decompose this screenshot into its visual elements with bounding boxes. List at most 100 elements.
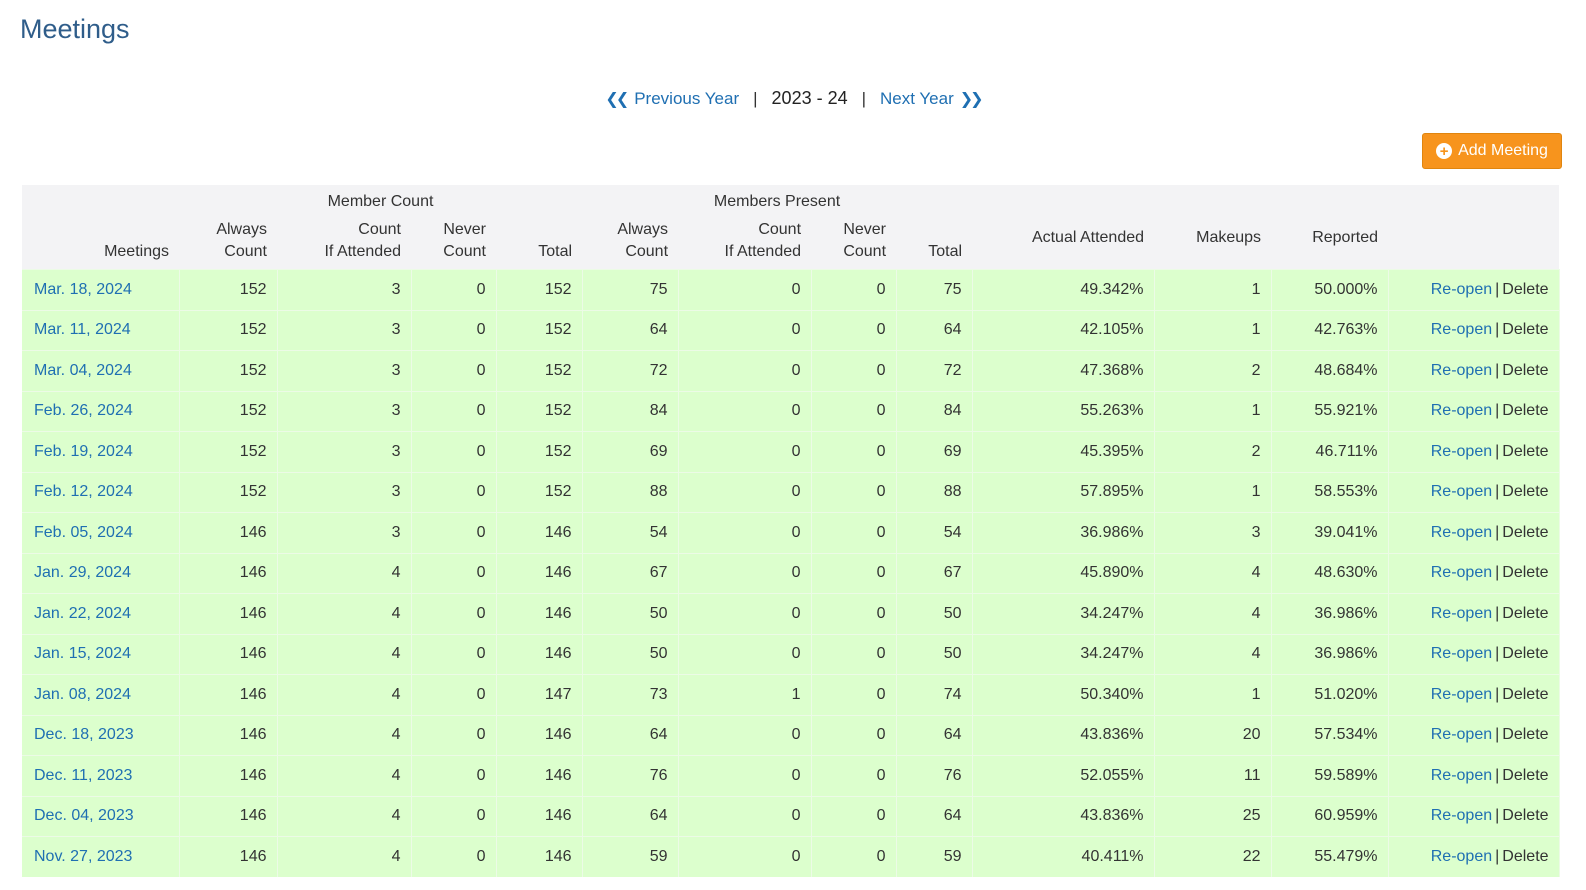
delete-link[interactable]: Delete (1502, 523, 1549, 541)
makeups-cell: 1 (1154, 309, 1272, 351)
year-navigation: ❮❮ Previous Year | 2023 - 24 | Next Year ❯❯ (0, 88, 1586, 109)
never-count-cell: 0 (411, 755, 497, 796)
delete-link[interactable]: Delete (1502, 807, 1549, 825)
reopen-link[interactable]: Re-open (1430, 645, 1493, 663)
meeting-date-link[interactable]: Mar. 04, 2024 (34, 361, 132, 379)
total-cell: 146 (496, 836, 583, 877)
delete-link[interactable]: Delete (1502, 361, 1549, 379)
reopen-link[interactable]: Re-open (1430, 402, 1493, 420)
delete-link[interactable]: Delete (1502, 726, 1549, 744)
delete-link[interactable]: Delete (1502, 564, 1549, 582)
makeups-cell: 1 (1154, 674, 1272, 715)
table-row: Mar. 04, 2024 152 3 0 152 72 0 0 72 47.368% 2 48.68… (22, 350, 1560, 391)
present-total-cell: 59 (896, 836, 973, 877)
always-count-cell: 152 (179, 269, 278, 310)
reopen-link[interactable]: Re-open (1430, 766, 1493, 784)
meeting-date-link[interactable]: Feb. 05, 2024 (34, 523, 133, 541)
reopen-link[interactable]: Re-open (1430, 523, 1493, 541)
reopen-link[interactable]: Re-open (1430, 483, 1493, 501)
delete-link[interactable]: Delete (1502, 848, 1549, 865)
reopen-link[interactable]: Re-open (1430, 685, 1493, 703)
meeting-date-link[interactable]: Feb. 19, 2024 (34, 442, 133, 460)
total-cell: 146 (496, 633, 583, 675)
count-if-attended-cell: 4 (277, 714, 412, 756)
present-never-count-cell: 0 (811, 593, 897, 634)
reopen-link[interactable]: Re-open (1430, 726, 1493, 744)
reported-cell: 36.986% (1271, 633, 1389, 675)
actual-attended-cell: 34.247% (972, 593, 1155, 634)
meeting-date-link[interactable]: Jan. 22, 2024 (34, 604, 131, 622)
actual-attended-cell: 49.342% (972, 269, 1155, 310)
makeups-cell: 1 (1154, 390, 1272, 432)
delete-link[interactable]: Delete (1502, 321, 1549, 339)
reopen-link[interactable]: Re-open (1430, 807, 1493, 825)
meeting-date-cell: Feb. 05, 2024 (22, 512, 180, 553)
next-year-link[interactable]: Next Year ❯❯ (880, 89, 984, 108)
present-never-count-cell: 0 (811, 269, 897, 310)
meeting-date-link[interactable]: Dec. 04, 2023 (34, 807, 134, 825)
actions-cell: Re-open | Delete (1388, 309, 1560, 351)
reopen-link[interactable]: Re-open (1430, 280, 1493, 298)
table-row: Jan. 29, 2024 146 4 0 146 67 0 0 67 45.890% 4 48.63… (22, 552, 1560, 594)
makeups-cell: 20 (1154, 714, 1272, 756)
reopen-link[interactable]: Re-open (1430, 564, 1493, 582)
present-total-column-header: Total (928, 243, 963, 260)
delete-link[interactable]: Delete (1502, 766, 1549, 784)
present-never-count-cell: 0 (811, 309, 897, 351)
delete-link[interactable]: Delete (1502, 645, 1549, 663)
meetings-table: Member Count Members Present Meetings Al… (22, 185, 1560, 877)
meeting-date-cell: Feb. 12, 2024 (22, 471, 180, 513)
delete-link[interactable]: Delete (1502, 442, 1549, 460)
reported-cell: 60.959% (1271, 795, 1389, 837)
makeups-cell: 2 (1154, 431, 1272, 472)
reopen-link[interactable]: Re-open (1430, 361, 1493, 379)
actual-attended-cell: 42.105% (972, 309, 1155, 351)
reopen-link[interactable]: Re-open (1430, 848, 1493, 865)
table-row: Jan. 15, 2024 146 4 0 146 50 0 0 50 34.247% 4 36.98… (22, 633, 1560, 675)
actions-cell: Re-open | Delete (1388, 755, 1560, 796)
meeting-date-link[interactable]: Jan. 08, 2024 (34, 685, 131, 703)
reopen-link[interactable]: Re-open (1430, 604, 1493, 622)
meeting-date-link[interactable]: Mar. 18, 2024 (34, 280, 132, 298)
count-if-attended-cell: 4 (277, 552, 412, 594)
makeups-cell: 25 (1154, 795, 1272, 837)
actions-cell: Re-open | Delete (1388, 795, 1560, 837)
total-cell: 152 (496, 309, 583, 351)
meeting-date-link[interactable]: Dec. 11, 2023 (34, 766, 133, 784)
actions-cell: Re-open | Delete (1388, 674, 1560, 715)
meeting-date-cell: Jan. 22, 2024 (22, 593, 180, 634)
meeting-date-link[interactable]: Feb. 26, 2024 (34, 402, 133, 420)
reopen-link[interactable]: Re-open (1430, 442, 1493, 460)
present-count-if-attended-cell: 0 (678, 714, 812, 756)
delete-link[interactable]: Delete (1502, 604, 1549, 622)
reopen-link[interactable]: Re-open (1430, 321, 1493, 339)
meeting-date-link[interactable]: Jan. 15, 2024 (34, 645, 131, 663)
actions-cell: Re-open | Delete (1388, 269, 1560, 310)
action-separator: | (1495, 321, 1500, 339)
meeting-date-link[interactable]: Feb. 12, 2024 (34, 483, 133, 501)
previous-year-link[interactable]: ❮❮ Previous Year (605, 89, 739, 108)
action-separator: | (1495, 361, 1500, 379)
delete-link[interactable]: Delete (1502, 483, 1549, 501)
present-count-if-attended-cell: 0 (678, 309, 812, 351)
meeting-date-cell: Feb. 26, 2024 (22, 390, 180, 432)
present-always-count-cell: 75 (582, 269, 679, 310)
delete-link[interactable]: Delete (1502, 402, 1549, 420)
total-cell: 146 (496, 755, 583, 796)
actual-attended-cell: 47.368% (972, 350, 1155, 391)
meeting-date-link[interactable]: Dec. 18, 2023 (34, 726, 134, 744)
makeups-cell: 3 (1154, 512, 1272, 553)
total-cell: 152 (496, 390, 583, 432)
present-never-count-column-header: Never Count (843, 221, 887, 260)
add-meeting-button[interactable]: + Add Meeting (1422, 133, 1562, 169)
meeting-date-link[interactable]: Jan. 29, 2024 (34, 564, 131, 582)
present-total-cell: 50 (896, 593, 973, 634)
delete-link[interactable]: Delete (1502, 685, 1549, 703)
meeting-date-link[interactable]: Mar. 11, 2024 (34, 321, 131, 339)
delete-link[interactable]: Delete (1502, 280, 1549, 298)
present-never-count-cell: 0 (811, 836, 897, 877)
present-never-count-cell: 0 (811, 350, 897, 391)
present-total-cell: 76 (896, 755, 973, 796)
actions-cell: Re-open | Delete (1388, 593, 1560, 634)
meeting-date-link[interactable]: Nov. 27, 2023 (34, 848, 133, 865)
